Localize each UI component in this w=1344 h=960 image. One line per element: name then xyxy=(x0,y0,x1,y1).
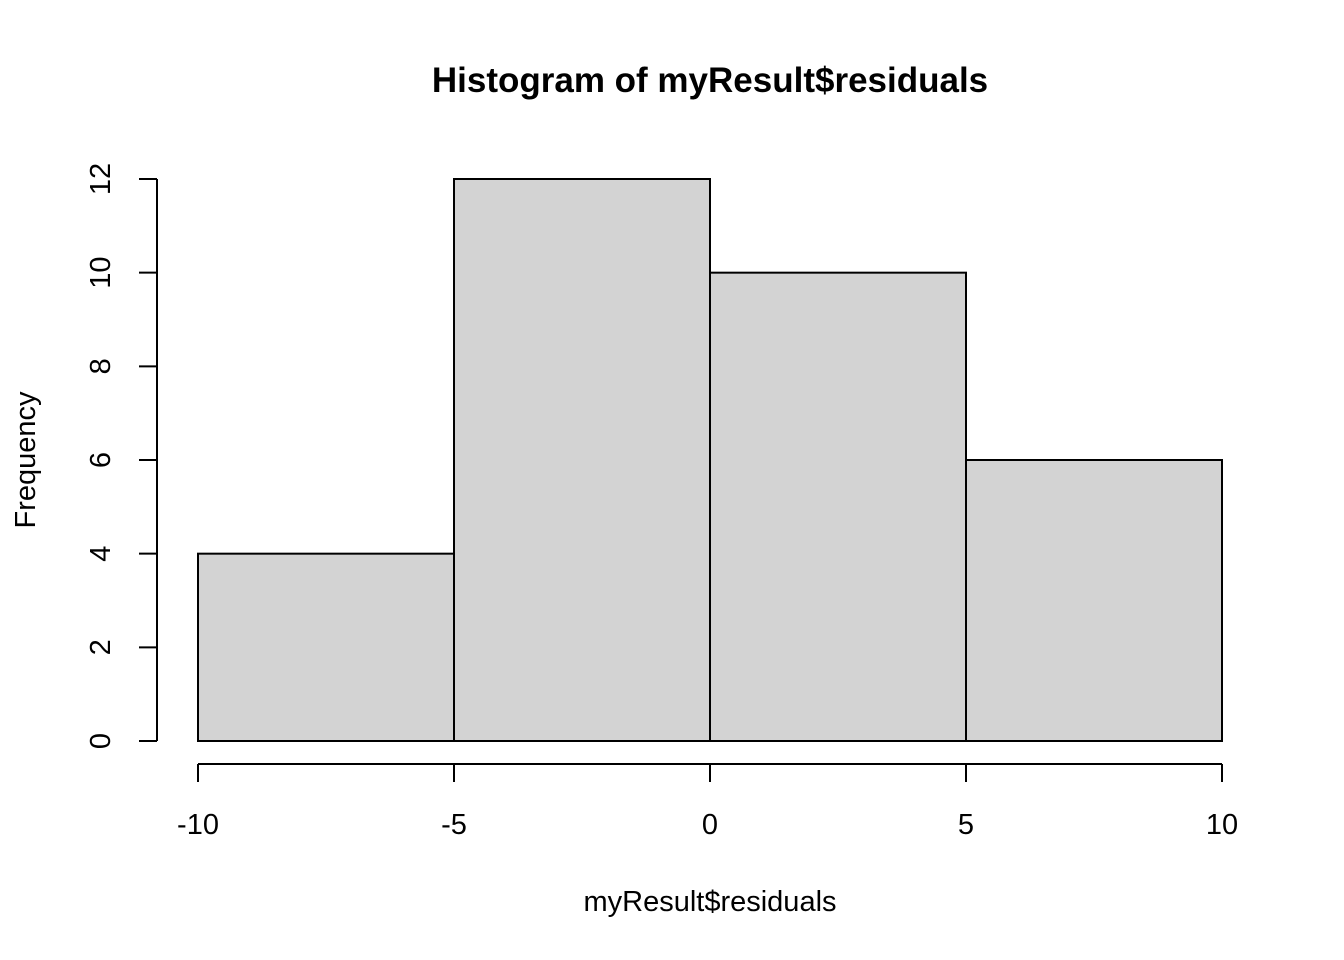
x-tick-label: -5 xyxy=(441,809,467,841)
y-tick-label: 12 xyxy=(85,163,117,195)
histogram-bar xyxy=(197,552,455,743)
y-tick-label: 6 xyxy=(85,452,117,468)
x-tick-label: -10 xyxy=(177,809,219,841)
y-axis-label: Frequency xyxy=(10,391,42,529)
y-tick-label: 8 xyxy=(85,358,117,374)
histogram-bar xyxy=(965,459,1223,742)
histogram-bar xyxy=(453,178,711,742)
y-tick-label: 0 xyxy=(85,733,117,749)
y-tick-label: 4 xyxy=(85,546,117,562)
y-tick-label: 2 xyxy=(85,639,117,655)
x-tick-label: 5 xyxy=(958,809,974,841)
y-tick-label: 10 xyxy=(85,257,117,289)
histogram-bar xyxy=(709,271,967,742)
y-axis: 0 2 4 6 8 10 12 xyxy=(85,163,158,749)
x-axis-label: myResult$residuals xyxy=(583,886,836,918)
bars-group xyxy=(197,178,1223,743)
chart-title: Histogram of myResult$residuals xyxy=(432,61,988,100)
x-axis: -10 -5 0 5 10 xyxy=(177,763,1238,841)
x-tick-label: 10 xyxy=(1206,809,1238,841)
x-tick-label: 0 xyxy=(702,809,718,841)
